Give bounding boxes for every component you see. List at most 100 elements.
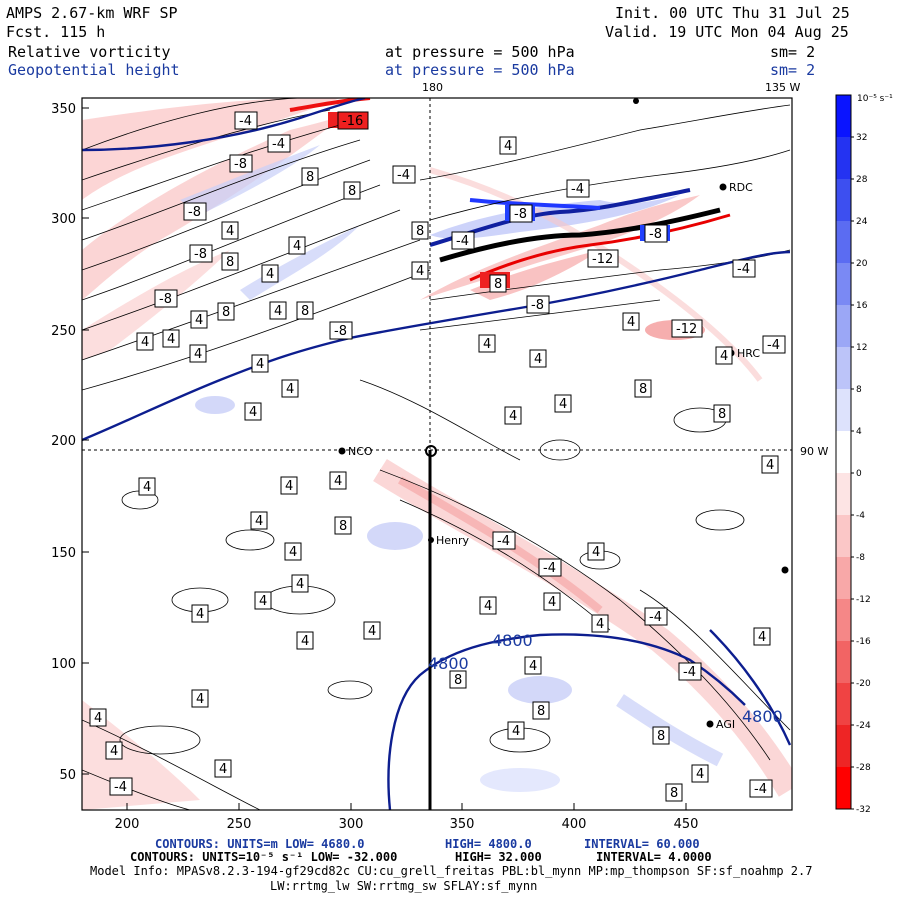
colorbar-label: 4 (856, 427, 862, 437)
svg-text:4: 4 (596, 617, 604, 632)
svg-text:8: 8 (416, 224, 424, 239)
svg-text:4: 4 (293, 239, 301, 254)
vorticity-contour-interval: INTERVAL= 4.0000 (596, 850, 712, 864)
geopotential-height-contours (82, 98, 792, 810)
svg-text:4: 4 (196, 607, 204, 622)
svg-text:250: 250 (227, 817, 252, 832)
label-plus4: 4 (291, 574, 309, 593)
label-plus4: 4 (329, 471, 347, 490)
colorbar-cell (836, 389, 851, 432)
height-contour-info: CONTOURS: UNITS=m LOW= 4680.0 (155, 837, 365, 851)
label-minus8: -8 (183, 202, 207, 221)
field2-name: Geopotential height (8, 61, 180, 79)
init-time: Init. 00 UTC Thu 31 Jul 25 (615, 4, 850, 22)
label-plus4: 4 (504, 406, 522, 425)
svg-text:-8: -8 (234, 157, 247, 172)
colorbar-cell (836, 179, 851, 222)
label-minus4: -4 (566, 179, 590, 198)
svg-text:4: 4 (285, 479, 293, 494)
svg-text:4: 4 (249, 405, 257, 420)
label-plus8: 8 (221, 252, 239, 271)
label-plus4: 4 (524, 656, 542, 675)
label-plus8: 8 (652, 726, 670, 745)
svg-text:4: 4 (301, 634, 309, 649)
svg-text:350: 350 (51, 102, 76, 117)
label-plus4: 4 (591, 614, 609, 633)
label-plus4: 4 (244, 402, 262, 421)
label-plus8: 8 (217, 302, 235, 321)
svg-text:8: 8 (339, 519, 347, 534)
label-plus4: 4 (89, 708, 107, 727)
svg-text:450: 450 (674, 817, 699, 832)
colorbar-cell (836, 305, 851, 348)
vorticity-contour-info: CONTOURS: UNITS=10⁻⁵ s⁻¹ LOW= -32.000 (130, 850, 398, 864)
label-plus4: 4 (281, 379, 299, 398)
vorticity-labels-positive: 4 8 8 4 8 4 8 4 4 8 4 8 4 8 4 4 4 4 4 4 … (89, 136, 779, 802)
label-plus8: 8 (334, 516, 352, 535)
label-plus8: 8 (449, 670, 467, 689)
station-label: NCO (348, 445, 373, 458)
x-axis-labels: 200 250 300 350 400 450 (115, 817, 699, 832)
label-minus8: -8 (526, 295, 550, 314)
svg-text:4: 4 (143, 480, 151, 495)
colorbar-label: -8 (856, 553, 865, 563)
svg-text:150: 150 (51, 546, 76, 561)
label-plus4: 4 (269, 301, 287, 320)
label-plus4: 4 (261, 264, 279, 283)
label-plus4: 4 (543, 592, 561, 611)
svg-text:-16: -16 (342, 114, 363, 129)
station-labels: NCO Henry RDC HRC AGI (348, 181, 760, 731)
label-minus4: -4 (762, 335, 786, 354)
svg-text:4: 4 (720, 349, 728, 364)
colorbar-label: 20 (856, 259, 868, 269)
svg-text:8: 8 (670, 786, 678, 801)
svg-text:4: 4 (483, 337, 491, 352)
title-left: AMPS 2.67-km WRF SP (6, 4, 178, 22)
svg-text:-4: -4 (239, 114, 252, 129)
label-minus4: -4 (678, 662, 702, 681)
axis-ticks (82, 107, 687, 810)
svg-text:4: 4 (194, 347, 202, 362)
svg-text:180: 180 (422, 81, 443, 94)
colorbar-label: 24 (856, 217, 868, 227)
svg-text:4: 4 (529, 659, 537, 674)
label-plus8: 8 (296, 301, 314, 320)
svg-text:90 W: 90 W (800, 445, 828, 458)
label-plus4: 4 (214, 759, 232, 778)
svg-text:-8: -8 (531, 298, 544, 313)
station-label: Henry (436, 534, 470, 547)
vorticity-contour-high: HIGH= 32.000 (455, 850, 542, 864)
colorbar-cell (836, 95, 851, 138)
label-plus4: 4 (715, 346, 733, 365)
height-contour-interval: INTERVAL= 60.000 (584, 837, 700, 851)
label-plus4: 4 (296, 631, 314, 650)
label-plus4: 4 (622, 312, 640, 331)
svg-text:-4: -4 (767, 338, 780, 353)
colorbar-cells (836, 95, 851, 810)
svg-text:4: 4 (266, 267, 274, 282)
svg-text:4: 4 (696, 767, 704, 782)
label-plus4: 4 (190, 310, 208, 329)
svg-text:8: 8 (657, 729, 665, 744)
svg-text:-4: -4 (683, 665, 696, 680)
label-plus8: 8 (343, 181, 361, 200)
svg-text:8: 8 (494, 277, 502, 292)
svg-text:-4: -4 (397, 168, 410, 183)
colorbar: 10⁻⁵ s⁻¹ 32 28 24 20 16 12 8 4 0 -4 -8 -12 -16 -20 -24… (835, 94, 893, 815)
colorbar-labels: 32 28 24 20 16 12 8 4 0 -4 -8 -12 -16 -20 -24 -28 -32 (851, 133, 871, 815)
label-plus4: 4 (478, 334, 496, 353)
svg-text:4: 4 (195, 313, 203, 328)
svg-text:-8: -8 (159, 292, 172, 307)
svg-text:4: 4 (509, 409, 517, 424)
svg-text:250: 250 (51, 324, 76, 339)
svg-text:-8: -8 (649, 227, 662, 242)
label-plus4: 4 (363, 621, 381, 640)
label-minus4: -4 (451, 231, 475, 250)
svg-text:4: 4 (94, 711, 102, 726)
field2-level: at pressure = 500 hPa (385, 61, 575, 79)
svg-text:50: 50 (59, 768, 76, 783)
colorbar-label: -4 (856, 511, 865, 521)
label-plus4: 4 (162, 329, 180, 348)
label-plus8: 8 (634, 379, 652, 398)
